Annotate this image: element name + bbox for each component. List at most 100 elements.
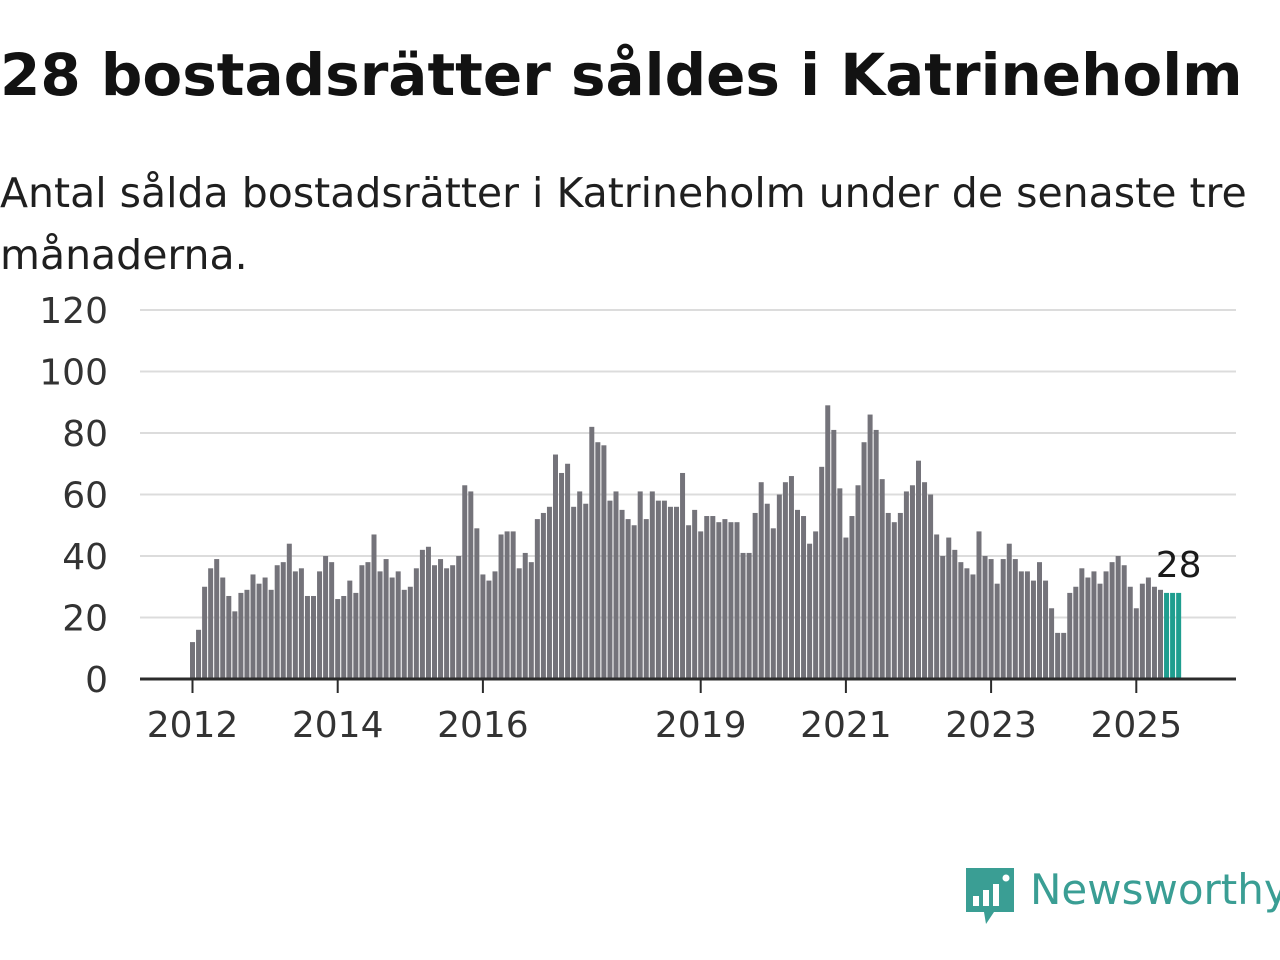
bar <box>583 503 589 679</box>
newsworthy-brand: Newsworthy <box>964 862 1280 928</box>
bar <box>202 586 208 679</box>
bar <box>1133 608 1139 679</box>
bar <box>970 574 976 679</box>
bar <box>722 519 728 679</box>
bar <box>667 506 673 679</box>
bar <box>577 491 583 679</box>
chart-title: 28 bostadsrätter såldes i Katrineholm <box>0 41 1243 109</box>
bar <box>795 509 800 680</box>
bar <box>226 595 232 679</box>
bar-highlight <box>1170 592 1176 679</box>
bars <box>190 405 1182 680</box>
bar <box>680 472 686 679</box>
y-tick-label: 120 <box>39 291 108 332</box>
bar <box>480 574 486 679</box>
bar <box>522 552 528 679</box>
bar <box>413 568 419 679</box>
bar <box>1043 580 1049 679</box>
bar <box>353 592 359 679</box>
bar <box>280 562 286 679</box>
bar <box>534 519 540 679</box>
bar <box>776 494 782 679</box>
bar <box>674 506 679 679</box>
bar <box>788 476 794 679</box>
bar <box>425 546 431 679</box>
bar <box>589 426 595 679</box>
bar <box>1109 562 1115 679</box>
brand-name: Newsworthy <box>1030 865 1280 914</box>
bar <box>377 571 383 680</box>
bar <box>565 463 571 679</box>
bar <box>909 485 915 679</box>
bar <box>885 512 891 679</box>
chart-subtitle: Antal sålda bostadsrätter i Katrineholm … <box>0 169 1247 279</box>
bar <box>1012 559 1018 679</box>
bar <box>1024 571 1030 680</box>
bar <box>468 491 474 679</box>
bar <box>498 534 504 679</box>
x-tick-label: 2023 <box>945 705 1037 746</box>
bar <box>190 642 195 679</box>
bar <box>238 592 244 679</box>
x-tick-label: 2012 <box>147 705 239 746</box>
y-tick-label: 100 <box>39 353 108 394</box>
bar <box>613 491 619 679</box>
x-tick-label: 2021 <box>800 705 892 746</box>
bar <box>196 629 202 679</box>
bar <box>419 549 425 679</box>
bar <box>710 516 716 679</box>
bar <box>976 531 982 679</box>
bar <box>661 500 667 679</box>
bar <box>837 488 843 679</box>
bar <box>734 522 740 679</box>
bar <box>891 522 897 679</box>
bar <box>988 559 994 679</box>
bar <box>444 568 450 679</box>
bar <box>825 405 831 679</box>
bar <box>432 565 437 679</box>
bar <box>389 577 395 679</box>
bar <box>341 595 347 679</box>
bar <box>1145 577 1151 679</box>
bar <box>843 537 849 679</box>
bar <box>1073 586 1079 679</box>
bar <box>601 445 607 679</box>
bar <box>916 460 921 679</box>
bar <box>286 543 292 679</box>
bar <box>782 482 788 679</box>
bar <box>256 583 262 679</box>
bar <box>365 562 371 679</box>
bar <box>946 537 952 679</box>
x-tick-label: 2014 <box>292 705 384 746</box>
bar <box>383 559 389 679</box>
bar <box>214 559 220 679</box>
x-tick-label: 2025 <box>1090 705 1182 746</box>
bar <box>559 472 565 679</box>
bar <box>492 571 498 680</box>
bar <box>1139 583 1145 679</box>
bar <box>220 577 226 679</box>
x-axis-ticks: 2012 2014 2016 2019 2021 2023 2025 <box>147 679 1182 746</box>
bar <box>994 583 1000 679</box>
bar <box>873 429 879 679</box>
bar <box>456 556 462 679</box>
x-tick-label: 2016 <box>437 705 529 746</box>
bar <box>764 503 770 679</box>
bar <box>474 528 480 679</box>
bar <box>1061 632 1067 680</box>
bar <box>486 580 492 679</box>
bar <box>1079 568 1085 679</box>
bar <box>298 568 304 679</box>
bar <box>571 506 577 679</box>
bar <box>704 516 710 679</box>
bar <box>516 568 522 679</box>
bar <box>371 534 377 679</box>
bar <box>1158 589 1163 679</box>
bar <box>928 494 934 679</box>
x-tick-label: 2019 <box>655 705 747 746</box>
bar <box>819 466 825 679</box>
last-value-label: 28 <box>1156 545 1202 586</box>
bar <box>686 525 692 679</box>
bar <box>1115 556 1121 679</box>
bar <box>1049 608 1055 679</box>
